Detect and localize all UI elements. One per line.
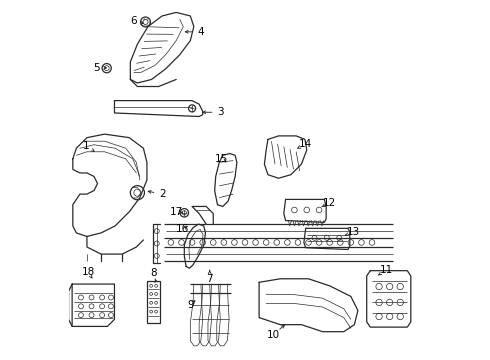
Text: 8: 8 <box>150 269 157 279</box>
Text: 1: 1 <box>83 141 90 152</box>
Text: 2: 2 <box>159 189 166 199</box>
Text: 15: 15 <box>215 154 228 164</box>
Bar <box>147 280 160 323</box>
Text: 5: 5 <box>94 63 100 73</box>
Text: 14: 14 <box>299 139 312 149</box>
Text: 4: 4 <box>197 27 204 37</box>
Text: 10: 10 <box>267 329 280 339</box>
Text: 16: 16 <box>175 224 189 234</box>
Text: 6: 6 <box>130 15 137 26</box>
Text: 18: 18 <box>81 267 95 278</box>
Text: 3: 3 <box>217 107 223 117</box>
Text: 13: 13 <box>347 227 360 237</box>
Text: 17: 17 <box>170 207 183 217</box>
Text: 9: 9 <box>187 300 194 310</box>
Text: 7: 7 <box>206 274 213 284</box>
Text: 11: 11 <box>379 265 393 275</box>
Text: 12: 12 <box>323 198 336 208</box>
